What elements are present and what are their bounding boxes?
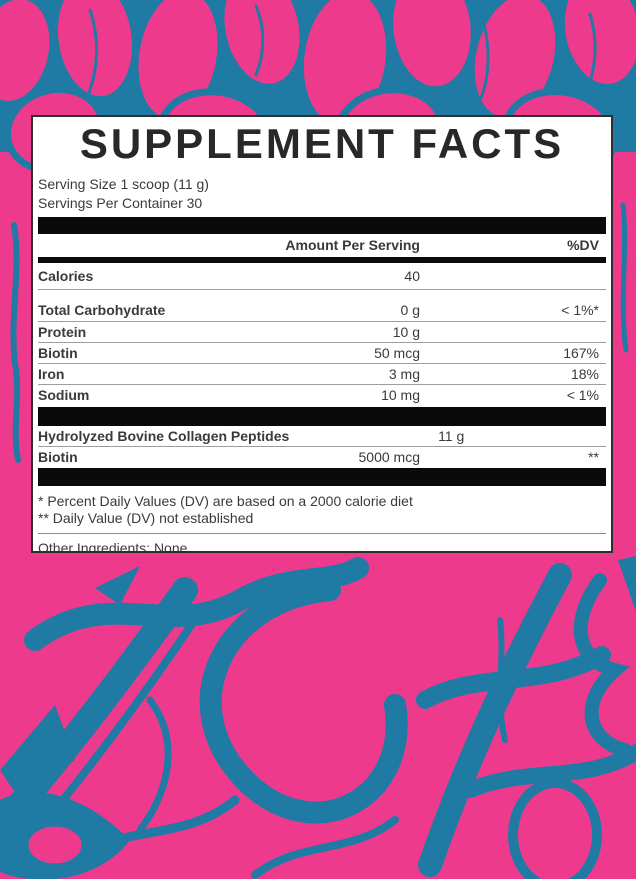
nutrient-amount: 0 g bbox=[400, 301, 420, 318]
nutrient-name: Biotin bbox=[38, 344, 78, 361]
nutrient-dv: 18% bbox=[570, 365, 599, 382]
nutrient-amount: 11 g bbox=[438, 427, 465, 444]
table-row: Hydrolyzed Bovine Collagen Peptides 11 g… bbox=[38, 426, 606, 447]
separator-bar-top bbox=[38, 216, 606, 234]
footnote-divider bbox=[38, 532, 606, 534]
nutrient-name: Calories bbox=[38, 267, 94, 284]
servings-per-container-text: Servings Per Container 30 bbox=[38, 194, 203, 211]
nutrient-amount: 3 mg bbox=[388, 365, 420, 382]
nutrient-amount: 10 g bbox=[392, 323, 420, 340]
table-row: Iron 3 mg 18% bbox=[38, 364, 606, 385]
table-header-row: Amount Per Serving %DV bbox=[38, 234, 606, 257]
nutrient-amount: 10 mg bbox=[381, 387, 420, 404]
nutrient-name: Total Carbohydrate bbox=[38, 301, 166, 318]
table-row: Biotin 5000 mcg ** bbox=[38, 447, 606, 468]
nutrient-dv: < 1%* bbox=[561, 301, 599, 318]
supplement-facts-panel: SUPPLEMENT FACTS Serving Size 1 scoop (1… bbox=[31, 115, 613, 553]
nutrient-name: Hydrolyzed Bovine Collagen Peptides bbox=[38, 427, 290, 444]
nutrient-amount: 40 bbox=[404, 267, 420, 284]
table-row-calories: Calories 40 bbox=[38, 263, 606, 290]
separator-bar-middle bbox=[38, 406, 606, 426]
dv-header: %DV bbox=[567, 237, 599, 254]
table-row: Biotin 50 mcg 167% bbox=[38, 343, 606, 364]
table-row: Protein 10 g bbox=[38, 322, 606, 343]
footnote-not-established: ** Daily Value (DV) not established bbox=[38, 509, 254, 526]
nutrient-name: Biotin bbox=[38, 449, 78, 466]
separator-bar-bottom bbox=[38, 467, 606, 486]
row-gap bbox=[38, 290, 606, 299]
other-ingredients: Other Ingredients: None bbox=[38, 539, 188, 553]
nutrient-dv: < 1% bbox=[566, 387, 599, 404]
amount-per-serving-header: Amount Per Serving bbox=[285, 237, 420, 254]
nutrient-name: Protein bbox=[38, 323, 87, 340]
nutrient-name: Sodium bbox=[38, 387, 90, 404]
footnotes: * Percent Daily Values (DV) are based on… bbox=[38, 493, 606, 527]
footnote-daily-values: * Percent Daily Values (DV) are based on… bbox=[38, 492, 413, 509]
nutrient-dv: ** bbox=[588, 449, 599, 466]
separator-bar-header bbox=[38, 256, 606, 263]
nutrient-amount: 50 mcg bbox=[374, 344, 420, 361]
table-row: Sodium 10 mg < 1% bbox=[38, 385, 606, 406]
panel-title: SUPPLEMENT FACTS bbox=[79, 120, 565, 167]
nutrient-dv: 167% bbox=[563, 344, 599, 361]
nutrient-dv: ** bbox=[464, 428, 611, 444]
serving-size-text: Serving Size 1 scoop (11 g) bbox=[38, 175, 209, 192]
table-row: Total Carbohydrate 0 g < 1%* bbox=[38, 299, 606, 322]
nutrient-name: Iron bbox=[38, 365, 65, 382]
serving-info: Serving Size 1 scoop (11 g) Servings Per… bbox=[38, 175, 606, 213]
nutrient-amount: 5000 mcg bbox=[358, 449, 420, 466]
